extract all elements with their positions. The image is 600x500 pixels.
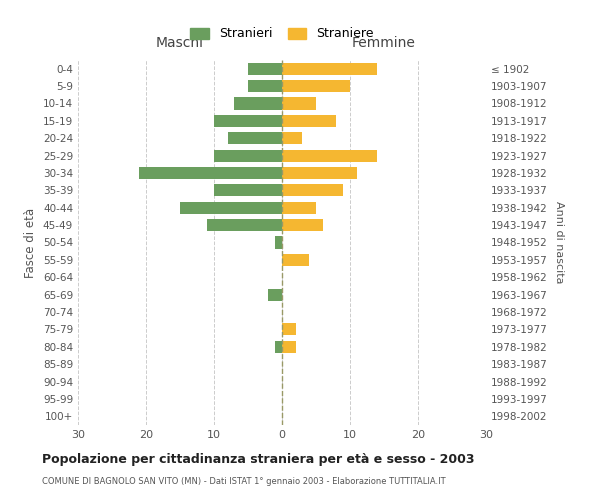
Bar	[282, 80, 350, 92]
Bar	[282, 115, 337, 127]
Legend: Stranieri, Straniere: Stranieri, Straniere	[185, 22, 379, 46]
Bar	[275, 340, 282, 353]
Text: Popolazione per cittadinanza straniera per età e sesso - 2003: Popolazione per cittadinanza straniera p…	[42, 452, 475, 466]
Bar	[235, 98, 282, 110]
Bar	[214, 115, 282, 127]
Bar	[282, 167, 357, 179]
Text: Maschi: Maschi	[156, 36, 204, 50]
Bar	[268, 288, 282, 300]
Bar	[282, 202, 316, 214]
Bar	[282, 254, 309, 266]
Bar	[282, 150, 377, 162]
Bar	[282, 219, 323, 231]
Bar	[282, 132, 302, 144]
Bar	[248, 80, 282, 92]
Bar	[275, 236, 282, 248]
Bar	[227, 132, 282, 144]
Bar	[282, 62, 377, 75]
Text: Femmine: Femmine	[352, 36, 416, 50]
Bar	[207, 219, 282, 231]
Bar	[139, 167, 282, 179]
Bar	[214, 150, 282, 162]
Y-axis label: Fasce di età: Fasce di età	[25, 208, 37, 278]
Bar	[282, 340, 296, 353]
Bar	[180, 202, 282, 214]
Bar	[248, 62, 282, 75]
Bar	[282, 98, 316, 110]
Y-axis label: Anni di nascita: Anni di nascita	[554, 201, 564, 284]
Bar	[282, 184, 343, 196]
Text: COMUNE DI BAGNOLO SAN VITO (MN) - Dati ISTAT 1° gennaio 2003 - Elaborazione TUTT: COMUNE DI BAGNOLO SAN VITO (MN) - Dati I…	[42, 478, 446, 486]
Bar	[282, 324, 296, 336]
Bar	[214, 184, 282, 196]
